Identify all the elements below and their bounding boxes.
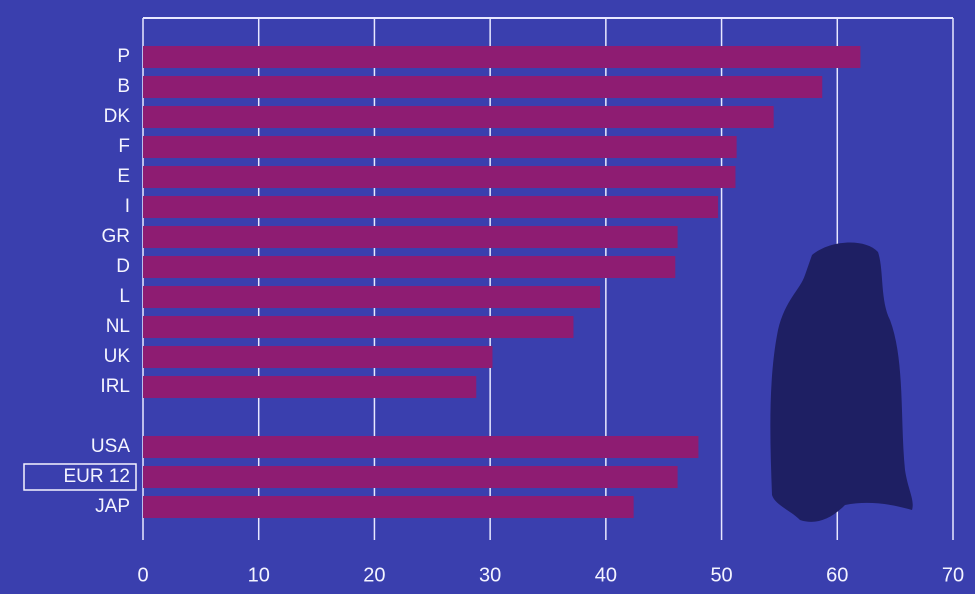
bar: [143, 496, 634, 518]
y-tick-label: EUR 12: [63, 466, 130, 487]
decorative-silhouette: [770, 242, 913, 522]
bar: [143, 466, 678, 488]
y-tick-label: GR: [102, 226, 131, 247]
y-tick-label: USA: [91, 436, 130, 457]
plot-area: [142, 18, 954, 540]
bar: [143, 196, 719, 218]
y-tick-label: D: [116, 256, 130, 277]
highlight-box: [23, 463, 137, 491]
x-tick-label: 30: [479, 564, 501, 586]
bar: [143, 46, 861, 68]
y-tick-label: IRL: [100, 376, 130, 397]
bar: [143, 376, 477, 398]
x-tick-label: 0: [137, 564, 148, 586]
bar: [143, 136, 737, 158]
bar: [143, 76, 823, 98]
y-tick-label: DK: [104, 106, 131, 127]
y-tick-label: L: [119, 286, 130, 307]
bar: [143, 256, 676, 278]
y-tick-label: JAP: [95, 496, 130, 517]
x-tick-label: 50: [710, 564, 732, 586]
bar: [143, 286, 601, 308]
y-tick-label: NL: [106, 316, 130, 337]
bar: [143, 226, 678, 248]
x-tick-label: 70: [942, 564, 964, 586]
y-tick-label: UK: [104, 346, 131, 367]
bar: [143, 316, 574, 338]
bar: [143, 166, 736, 188]
x-tick-label: 10: [248, 564, 270, 586]
y-tick-label: B: [117, 76, 130, 97]
y-tick-label: I: [125, 196, 130, 217]
bar: [143, 436, 699, 458]
bar: [143, 106, 774, 128]
x-tick-label: 60: [826, 564, 848, 586]
x-tick-label: 40: [595, 564, 617, 586]
x-tick-label: 20: [363, 564, 385, 586]
y-tick-label: E: [117, 166, 130, 187]
bar: [143, 346, 493, 368]
y-tick-label: F: [118, 136, 130, 157]
y-tick-label: P: [117, 46, 130, 67]
